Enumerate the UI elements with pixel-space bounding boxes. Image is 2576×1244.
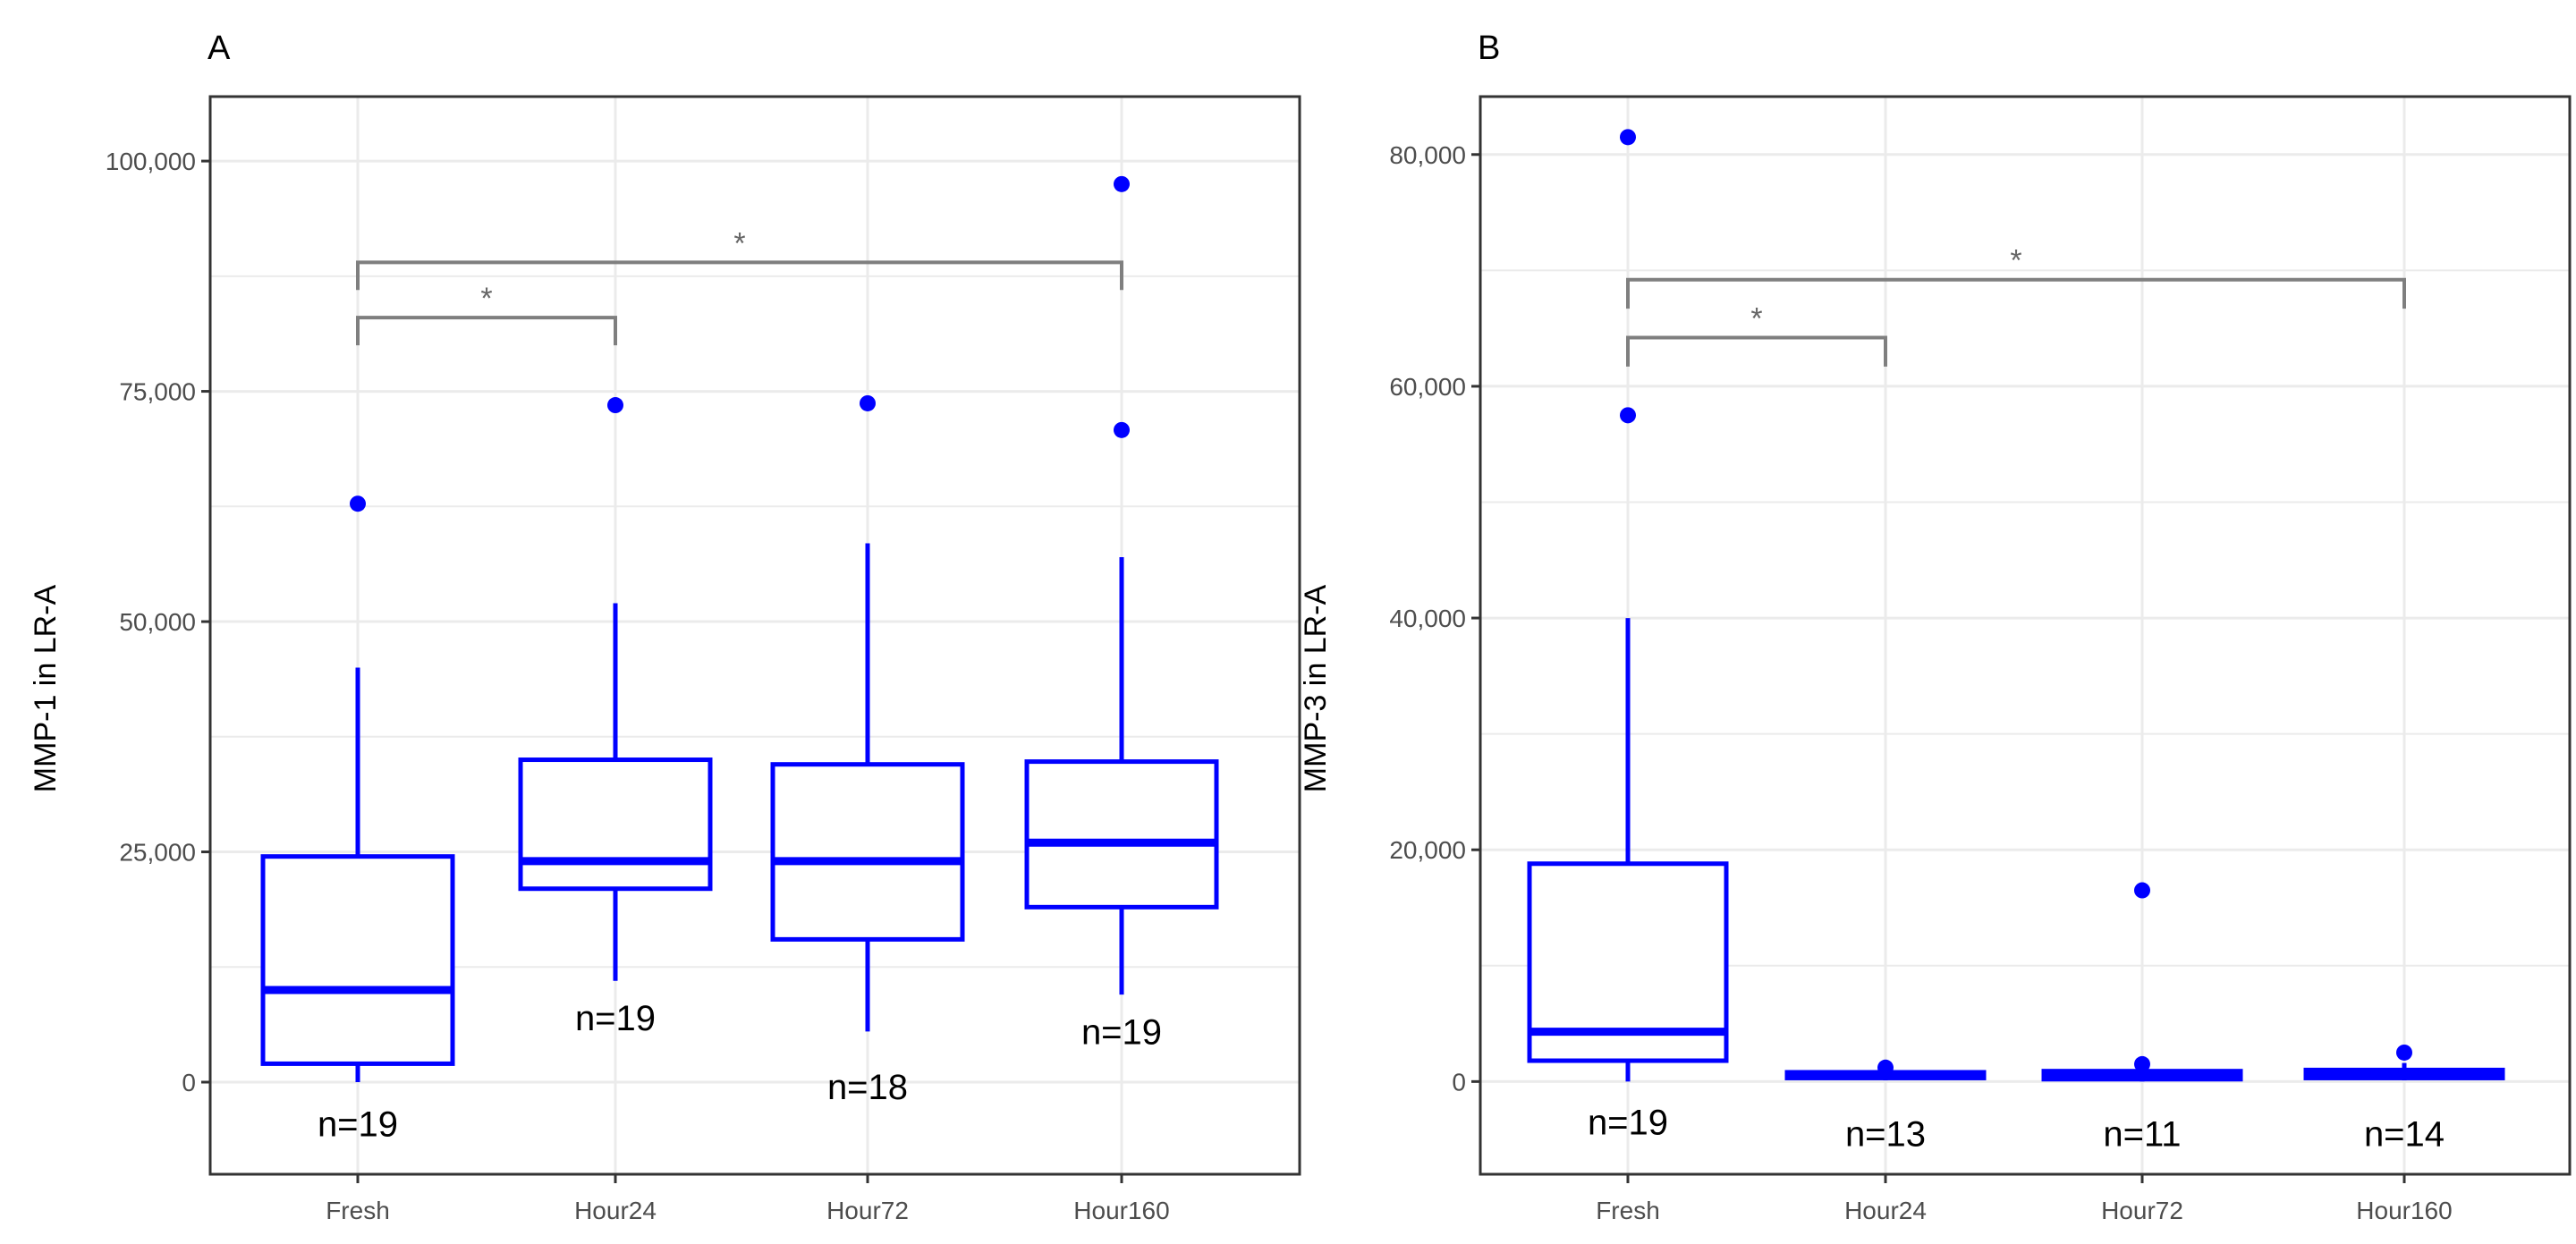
- panel-a-box-fresh: [260, 854, 455, 1066]
- panel-b-plot-area: n=19 n=13 n=11 n=14 * * 0 20,000 40,000 60,000 80,…: [1389, 95, 2572, 1224]
- panel-b-outlier-point: [2396, 1044, 2412, 1061]
- panel-b-significance-bracket: [1626, 277, 2406, 309]
- panel-a-n-label-hour24: n=19: [575, 999, 656, 1038]
- panel-a-outlier-point: [607, 397, 623, 414]
- panel-a-outlier-point: [1114, 421, 1130, 438]
- panel-b-x-tick-label-hour72: Hour72: [2101, 1197, 2183, 1224]
- panel-a-y-tick-label: 25,000: [119, 839, 196, 867]
- panel-b-y-tick-label: 60,000: [1389, 373, 1466, 401]
- panel-a-significance-bracket: [356, 316, 617, 346]
- panel-a-significance-star: *: [733, 226, 745, 260]
- panel-b: B MMP-3 in LR-A n=19 n=13 n=11 n=14 * * 0 20,00…: [1299, 30, 2572, 1224]
- panel-a-y-tick-label: 100,000: [106, 148, 196, 175]
- panel-b-n-label-hour72: n=11: [2103, 1115, 2181, 1155]
- panel-a-n-label-hour160: n=19: [1081, 1012, 1162, 1052]
- panel-b-outlier-point: [1877, 1059, 1894, 1076]
- panel-b-n-label-hour160: n=14: [2364, 1115, 2445, 1155]
- panel-b-y-axis-title: MMP-3 in LR-A: [1299, 584, 1333, 792]
- panel-a-box-hour24: [518, 757, 713, 892]
- panel-a-outlier-point: [350, 495, 366, 512]
- panel-a-significance-bracket: [356, 260, 1123, 291]
- panel-b-significance-star: *: [2010, 244, 2021, 278]
- panel-b-significance-star: *: [1750, 302, 1762, 336]
- panel-a-outlier-point: [860, 394, 876, 411]
- panel-b-letter: B: [1478, 30, 1500, 67]
- panel-b-x-tick-label-hour160: Hour160: [2356, 1197, 2452, 1224]
- panel-a-n-label-hour72: n=18: [827, 1068, 908, 1107]
- panel-a-box-hour72: [770, 762, 965, 942]
- panel-a-y-tick-label: 75,000: [119, 378, 196, 406]
- panel-a-y-tick-label: 0: [182, 1069, 196, 1096]
- panel-a-panel-border: [208, 95, 1301, 1176]
- panel-a-outlier-point: [1114, 175, 1130, 192]
- panel-b-x-tick-label-hour24: Hour24: [1844, 1197, 1927, 1224]
- panel-b-y-tick-label: 80,000: [1389, 141, 1466, 169]
- panel-b-outlier-point: [2134, 882, 2150, 899]
- panel-b-outlier-point: [2134, 1055, 2150, 1072]
- panel-a: A MMP-1 in LR-A n=19 n=19 n=18 n=19 * * 0 25,00…: [29, 30, 1301, 1224]
- panel-a-y-tick-label: 50,000: [119, 608, 196, 636]
- panel-b-n-label-hour24: n=13: [1845, 1115, 1926, 1155]
- panel-b-panel-border: [1479, 95, 2572, 1176]
- panel-b-y-tick-label: 40,000: [1389, 605, 1466, 632]
- panel-b-outlier-point: [1620, 129, 1636, 146]
- panel-a-x-tick-label-hour24: Hour24: [574, 1197, 657, 1224]
- panel-b-n-label-fresh: n=19: [1588, 1104, 1668, 1143]
- panel-a-x-tick-label-hour160: Hour160: [1073, 1197, 1169, 1224]
- panel-b-x-tick-label-fresh: Fresh: [1596, 1197, 1660, 1224]
- panel-a-y-axis-title: MMP-1 in LR-A: [29, 584, 63, 792]
- panel-b-significance-bracket: [1626, 335, 1887, 367]
- panel-a-box-hour160: [1024, 759, 1219, 910]
- panel-a-plot-area: n=19 n=19 n=18 n=19 * * 0 25,000 50,000 75,000 100…: [106, 95, 1301, 1224]
- panel-b-y-tick-label: 0: [1452, 1068, 1466, 1096]
- panel-a-significance-star: *: [480, 282, 492, 316]
- panel-a-n-label-fresh: n=19: [318, 1104, 398, 1144]
- panel-a-letter: A: [208, 30, 231, 67]
- panel-b-outlier-point: [1620, 407, 1636, 424]
- panel-a-x-tick-label-fresh: Fresh: [326, 1197, 390, 1224]
- panel-b-y-tick-label: 20,000: [1389, 836, 1466, 864]
- panel-a-x-tick-label-hour72: Hour72: [826, 1197, 909, 1224]
